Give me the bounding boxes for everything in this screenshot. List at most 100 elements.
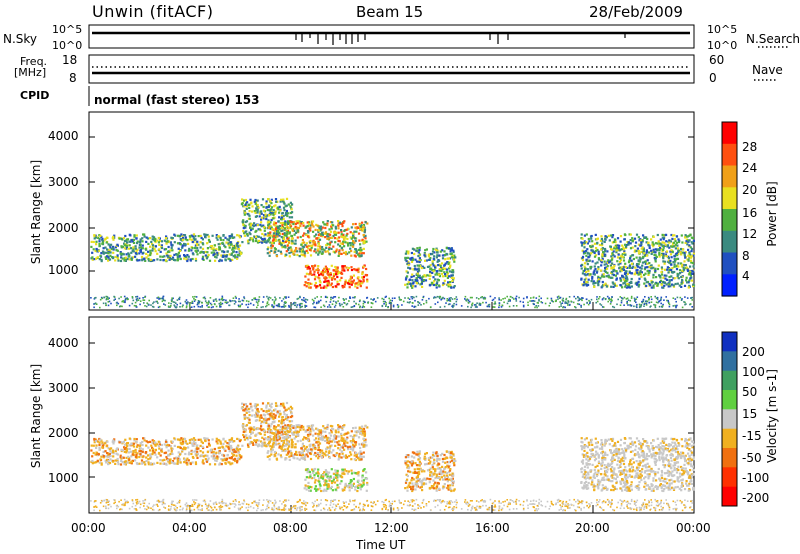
power-echo-cell <box>269 211 272 214</box>
power-echo-cell <box>678 269 682 272</box>
power-echo-cell <box>154 245 157 248</box>
power-echo-cell <box>238 236 241 239</box>
power-echo-cell <box>282 306 285 308</box>
power-echo-cell <box>452 286 455 289</box>
power-echo-cell <box>610 262 613 265</box>
power-echo-cell <box>550 299 553 302</box>
power-echo-cell <box>263 237 266 240</box>
power-echo-cell <box>621 266 624 269</box>
power-echo-cell <box>677 238 680 241</box>
power-echo-cell <box>535 297 538 299</box>
velocity-echo-cell <box>273 437 276 440</box>
power-echo-cell <box>610 301 612 303</box>
velocity-echo-cell <box>145 459 148 463</box>
velocity-echo-cell <box>228 456 231 460</box>
velocity-echo-cell <box>282 405 285 408</box>
power-echo-cell <box>243 211 246 214</box>
power-echo-cell <box>112 248 115 251</box>
power-echo-cell <box>160 240 163 243</box>
velocity-echo-cell <box>123 450 126 453</box>
power-echo-cell <box>681 280 684 283</box>
power-echo-cell <box>129 247 133 250</box>
power-echo-cell <box>239 251 242 254</box>
power-echo-cell <box>421 285 424 288</box>
power-echo-cell <box>342 221 345 224</box>
power-echo-cell <box>107 298 109 300</box>
power-echo-cell <box>622 297 624 300</box>
velocity-echo-cell <box>268 454 271 458</box>
power-echo-cell <box>653 250 656 254</box>
velocity-echo-cell <box>154 441 157 444</box>
power-echo-cell <box>335 285 338 289</box>
power-echo-cell <box>93 234 96 237</box>
power-echo-cell <box>275 200 278 203</box>
power-echo-cell <box>370 302 373 304</box>
power-echo-cell <box>135 305 137 307</box>
velocity-echo-cell <box>271 420 274 424</box>
velocity-echo-cell <box>357 436 361 439</box>
power-echo-cell <box>638 260 641 263</box>
velocity-echo-cell <box>224 462 227 465</box>
velocity-echo-cell <box>106 444 109 447</box>
power-echo-cell <box>634 249 637 252</box>
power-echo-cell <box>645 304 648 306</box>
power-echo-cell <box>685 238 688 241</box>
velocity-echo-cell <box>151 446 154 449</box>
power-echo-cell <box>671 244 674 247</box>
velocity-echo-cell <box>244 424 247 427</box>
power-echo-cell <box>689 265 692 268</box>
power-echo-cell <box>640 247 643 250</box>
power-echo-cell <box>346 281 349 285</box>
velocity-echo-cell <box>142 455 145 458</box>
velocity-echo-cell <box>192 440 195 444</box>
power-echo-cell <box>339 222 342 225</box>
velocity-echo-cell <box>280 430 283 433</box>
velocity-echo-cell <box>340 450 344 453</box>
power-echo-cell <box>689 274 692 277</box>
power-echo-cell <box>672 241 676 244</box>
velocity-echo-cell <box>211 438 214 441</box>
power-echo-cell <box>691 299 693 301</box>
velocity-echo-cell <box>282 441 286 444</box>
power-echo-cell <box>277 225 280 228</box>
power-echo-cell <box>301 305 303 308</box>
power-echo-cell <box>661 241 664 244</box>
power-echo-cell <box>303 299 305 301</box>
velocity-echo-cell <box>330 431 333 434</box>
power-echo-cell <box>299 304 301 307</box>
power-echo-cell <box>173 301 176 304</box>
velocity-echo-cell <box>218 449 221 452</box>
velocity-echo-cell <box>255 405 258 408</box>
velocity-echo-cell <box>124 438 127 441</box>
power-echo-cell <box>293 253 296 256</box>
power-echo-cell <box>241 220 244 223</box>
power-echo-cell <box>357 276 360 279</box>
power-echo-cell <box>664 281 667 284</box>
velocity-echo-cell <box>250 406 253 409</box>
velocity-echo-cell <box>202 454 205 457</box>
power-echo-cell <box>326 270 329 273</box>
velocity-echo-cell <box>266 444 269 447</box>
velocity-echo-cell <box>231 462 234 465</box>
power-echo-cell <box>225 301 227 304</box>
power-echo-cell <box>251 227 254 230</box>
velocity-echo-cell <box>164 462 168 465</box>
velocity-echo-cell <box>237 451 240 454</box>
power-echo-cell <box>447 283 450 286</box>
power-echo-cell <box>441 297 443 300</box>
power-echo-cell <box>597 282 600 285</box>
power-echo-cell <box>297 226 300 230</box>
power-echo-cell <box>692 239 695 242</box>
power-echo-cell <box>99 255 103 258</box>
power-echo-cell <box>130 257 133 260</box>
power-echo-cell <box>613 306 616 309</box>
power-echo-cell <box>362 275 365 278</box>
power-echo-cell <box>106 296 109 299</box>
power-echo-cell <box>214 253 217 256</box>
power-echo-cell <box>444 274 447 278</box>
power-echo-cell <box>627 283 630 286</box>
power-echo-cell <box>131 296 134 298</box>
velocity-echo-cell <box>248 414 251 417</box>
velocity-echo-cell <box>125 449 128 452</box>
power-echo-cell <box>249 226 252 230</box>
